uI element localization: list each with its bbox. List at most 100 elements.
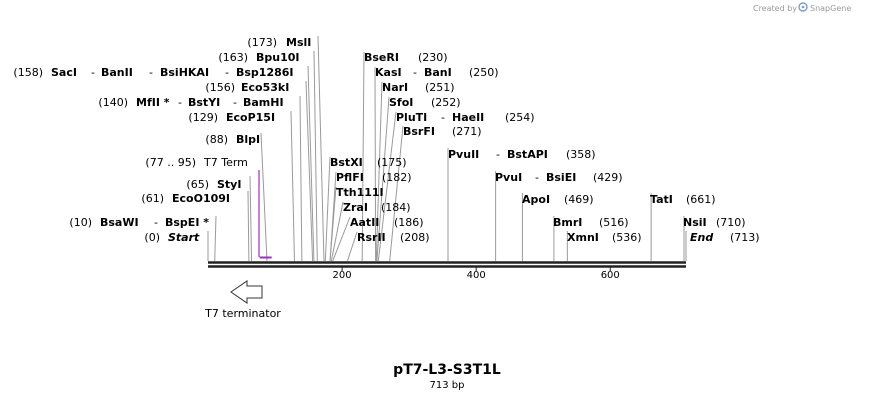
svg-text:-: - [225, 66, 229, 79]
site-lead-line [247, 190, 250, 262]
site-sfoI[interactable]: SfoI (252) [389, 96, 461, 109]
site-group-10[interactable]: (10) BsaWI - BspEI * [69, 216, 209, 229]
enzyme-name: EcoO109I [172, 192, 230, 205]
plasmid-title: pT7-L3-S3T1L [393, 362, 501, 378]
site-zraI[interactable]: ZraI (184) [343, 201, 411, 214]
enzyme-name: XmnI [567, 231, 599, 244]
enzyme-name: Bsp1286I [236, 66, 294, 79]
site-lead-line [376, 96, 390, 262]
site-position: (61) [141, 192, 164, 205]
site-position: (129) [188, 111, 218, 124]
site-eco53kI[interactable]: (156) Eco53kI [205, 81, 289, 94]
svg-text:-: - [535, 171, 539, 184]
site-rsrII[interactable]: RsrII (208) [357, 231, 430, 244]
site-aatII[interactable]: AatII (186) [350, 216, 424, 229]
site-group-429[interactable]: PvuI - BsiEI (429) [495, 171, 623, 184]
feature-name: T7 Term [203, 156, 248, 169]
site-group-358[interactable]: PvuII - BstAPI (358) [448, 148, 596, 161]
site-position: (254) [505, 111, 535, 124]
site-position: (186) [394, 216, 424, 229]
site-styI[interactable]: (65) StyI [186, 178, 241, 191]
site-position: (536) [612, 231, 642, 244]
site-apoI[interactable]: ApoI (469) [522, 193, 594, 206]
site-group-140[interactable]: (140) MfII * - BstYI - BamHI [98, 96, 283, 109]
site-position: (250) [469, 66, 499, 79]
enzyme-name: MslI [286, 36, 311, 49]
site-bmrI[interactable]: BmrI (516) [553, 216, 629, 229]
snapgene-logo-icon [798, 2, 808, 12]
site-pflFI[interactable]: PflFI (182) [336, 171, 412, 184]
feature-t7-terminator[interactable]: T7 terminator [204, 280, 281, 320]
site-position: (0) [144, 231, 160, 244]
site-position: (251) [425, 81, 455, 94]
enzyme-name: BsaWI [100, 216, 139, 229]
enzyme-name: KasI [375, 66, 402, 79]
site-ecoO109I[interactable]: (61) EcoO109I [141, 192, 230, 205]
site-lead-line [313, 50, 318, 262]
site-bseRI[interactable]: BseRI (230) [364, 51, 448, 64]
credit-prefix: Created by [753, 4, 797, 13]
svg-text:-: - [154, 216, 158, 229]
svg-text:-: - [496, 148, 500, 161]
site-narI[interactable]: NarI (251) [382, 81, 455, 94]
site-group-254[interactable]: PluTI - HaeII (254) [396, 111, 535, 124]
site-group-158[interactable]: (158) SacI - BanII - BsiHKAI - Bsp1286I [13, 66, 293, 79]
site-lead-line [377, 111, 397, 262]
t7-term-feature-mark [258, 170, 272, 259]
site-mslI[interactable]: (173) MslI [247, 36, 311, 49]
site-bpu10I[interactable]: (163) Bpu10I [218, 51, 299, 64]
svg-text:-: - [91, 66, 95, 79]
site-position: (429) [593, 171, 623, 184]
enzyme-name: NsiI [683, 216, 707, 229]
scale-tick-label: 400 [467, 270, 486, 281]
scale-ticks: 200 400 600 [333, 267, 620, 281]
site-tth111I[interactable]: Tth111I [336, 186, 384, 199]
site-lead-line [332, 216, 351, 262]
feature-label: T7 terminator [204, 307, 281, 320]
feature-t7-term-label[interactable]: (77 .. 95) T7 Term [145, 156, 247, 169]
site-lead-line [374, 66, 377, 262]
enzyme-name: BseRI [364, 51, 399, 64]
enzyme-name: BstYI [188, 96, 220, 109]
site-position: (88) [205, 133, 228, 146]
svg-text:-: - [441, 111, 445, 124]
enzyme-name: PflFI [336, 171, 364, 184]
plasmid-length: 713 bp [430, 380, 465, 391]
site-lead-line [299, 95, 303, 262]
enzyme-name: Eco53kI [241, 81, 289, 94]
site-position: (10) [69, 216, 92, 229]
site-ecoP15I[interactable]: (129) EcoP15I [188, 111, 275, 124]
site-lead-line [260, 132, 268, 262]
enzyme-name: SacI [51, 66, 77, 79]
enzyme-name: End [690, 231, 713, 244]
enzyme-name: AatII [350, 216, 379, 229]
enzyme-name: RsrII [357, 231, 386, 244]
site-position: (175) [377, 156, 407, 169]
site-lead-line [389, 125, 404, 262]
left-arrow-icon [230, 280, 263, 304]
enzyme-name: BamHI [243, 96, 284, 109]
enzyme-name: Bpu10I [256, 51, 300, 64]
enzyme-name: BsrFI [403, 125, 435, 138]
site-position: (163) [218, 51, 248, 64]
site-lead-line [249, 175, 253, 262]
site-bsrFI[interactable]: BsrFI (271) [403, 125, 482, 138]
enzyme-name: BmrI [553, 216, 582, 229]
site-end[interactable]: End (713) [690, 231, 760, 244]
site-start[interactable]: (0) Start [144, 231, 200, 244]
enzyme-name: Start [168, 231, 200, 244]
site-lead-line [346, 231, 358, 262]
site-nsiI[interactable]: NsiI (710) [683, 216, 746, 229]
site-blpI[interactable]: (88) BlpI [205, 133, 260, 146]
site-xmnI[interactable]: XmnI (536) [567, 231, 642, 244]
enzyme-name: BstAPI [507, 148, 548, 161]
site-group-250[interactable]: KasI - BanI (250) [375, 66, 499, 79]
enzyme-name: HaeII [452, 111, 484, 124]
enzyme-name: BspEI * [165, 216, 209, 229]
site-tatI[interactable]: TatI (661) [650, 193, 716, 206]
site-bstXI[interactable]: BstXI (175) [330, 156, 407, 169]
site-position: (713) [730, 231, 760, 244]
enzyme-name: PvuII [448, 148, 479, 161]
site-position: (516) [599, 216, 629, 229]
